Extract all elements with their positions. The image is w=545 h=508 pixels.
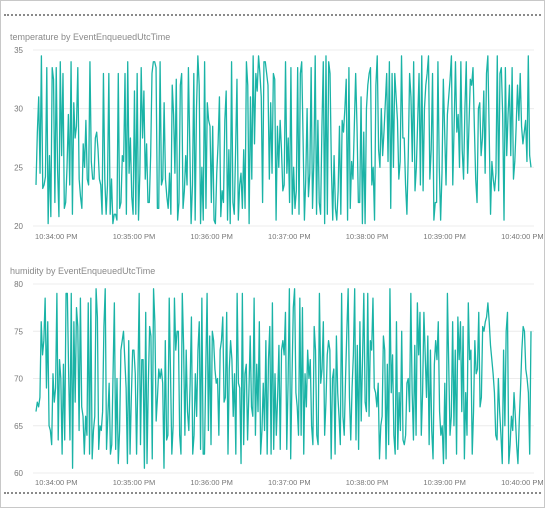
temperature-chart[interactable]: 20 25 30 35 10:34:00 PM 10:35:00 PM 10:36:00 P… <box>1 43 544 244</box>
temperature-y-tick-label: 30 <box>14 105 23 114</box>
humidity-x-tick-label: 10:35:00 PM <box>113 478 156 487</box>
humidity-x-tick-label: 10:34:00 PM <box>35 478 78 487</box>
humidity-x-tick-label: 10:39:00 PM <box>423 478 466 487</box>
temperature-x-tick-label: 10:35:00 PM <box>113 232 156 241</box>
humidity-series-line[interactable] <box>35 288 532 469</box>
temperature-y-tick-label: 35 <box>14 46 23 55</box>
humidity-y-tick-label: 80 <box>14 280 23 289</box>
temperature-x-tick-label: 10:34:00 PM <box>35 232 78 241</box>
humidity-y-tick-label: 65 <box>14 422 23 431</box>
top-dotted-border <box>4 14 541 16</box>
temperature-x-tick-label: 10:36:00 PM <box>190 232 233 241</box>
humidity-x-tick-label: 10:38:00 PM <box>346 478 389 487</box>
humidity-chart-title: humidity by EventEnqueuedUtcTime <box>10 266 156 276</box>
humidity-x-tick-label: 10:40:00 PM <box>501 478 544 487</box>
temperature-x-tick-label: 10:38:00 PM <box>346 232 389 241</box>
humidity-x-tick-label: 10:37:00 PM <box>268 478 311 487</box>
temperature-x-tick-label: 10:40:00 PM <box>501 232 544 241</box>
humidity-y-tick-label: 60 <box>14 469 23 478</box>
bottom-dotted-border <box>4 492 541 494</box>
temperature-y-tick-label: 20 <box>14 222 23 231</box>
humidity-y-tick-label: 70 <box>14 375 23 384</box>
humidity-y-tick-label: 75 <box>14 327 23 336</box>
humidity-x-tick-label: 10:36:00 PM <box>190 478 233 487</box>
temperature-y-tick-label: 25 <box>14 163 23 172</box>
temperature-x-tick-label: 10:37:00 PM <box>268 232 311 241</box>
temperature-x-tick-label: 10:39:00 PM <box>423 232 466 241</box>
temperature-chart-title: temperature by EventEnqueuedUtcTime <box>10 32 171 42</box>
temperature-series-line[interactable] <box>35 55 532 225</box>
humidity-chart[interactable]: 60 65 70 75 80 10:34:00 PM 10:35:00 PM 10:36:00… <box>1 277 544 489</box>
